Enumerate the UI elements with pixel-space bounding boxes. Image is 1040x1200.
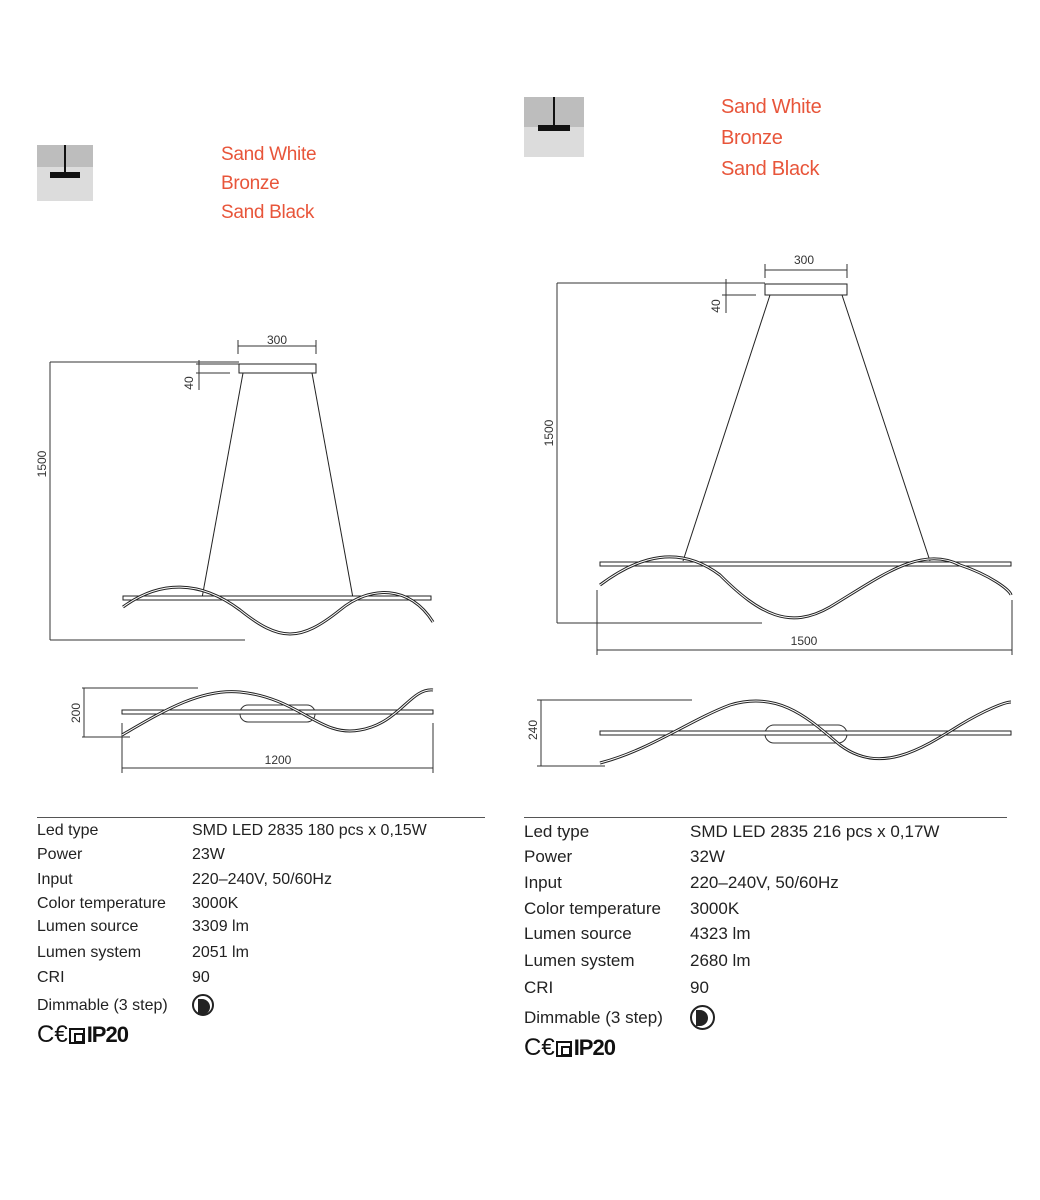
spec-value: 3000K xyxy=(690,899,740,918)
canopy-height-dimension: 40 xyxy=(709,299,723,313)
dimmable-icon xyxy=(690,1005,715,1030)
spec-value: 3000K xyxy=(192,895,239,912)
spec-value: 220–240V, 50/60Hz xyxy=(192,871,332,888)
spec-label: CRI xyxy=(524,978,554,997)
spec-value: 4323 lm xyxy=(690,924,751,943)
spec-value: 32W xyxy=(690,847,725,866)
spec-label: Lumen source xyxy=(524,924,632,943)
height-dimension: 1500 xyxy=(542,419,556,446)
color-option: Sand Black xyxy=(221,202,315,223)
spec-label: Led type xyxy=(524,822,590,841)
spec-value: 23W xyxy=(192,846,225,863)
spec-label: Lumen source xyxy=(37,918,139,935)
top-view-drawing: 200 1200 xyxy=(69,687,434,773)
canopy-dimension: 300 xyxy=(267,333,287,347)
color-option: Sand White xyxy=(721,96,822,118)
dimmable-icon xyxy=(192,994,214,1016)
spec-label: Led type xyxy=(37,822,99,839)
pendant-mount-icon xyxy=(524,97,584,157)
color-option: Sand White xyxy=(221,144,317,165)
pendant-mount-icon xyxy=(37,145,93,201)
color-option: Sand Black xyxy=(721,158,820,180)
spec-divider xyxy=(37,817,485,818)
spec-label: Power xyxy=(37,846,83,863)
color-option: Bronze xyxy=(721,127,783,149)
spec-value: SMD LED 2835 216 pcs x 0,17W xyxy=(690,822,940,841)
length-dimension: 1200 xyxy=(265,753,292,767)
front-elevation-drawing: 300 40 1500 xyxy=(35,333,435,641)
height-dimension: 1500 xyxy=(35,450,49,477)
spec-label: CRI xyxy=(37,969,65,986)
spec-value: SMD LED 2835 180 pcs x 0,15W xyxy=(192,822,427,839)
color-option: Bronze xyxy=(221,173,280,194)
spec-value: 220–240V, 50/60Hz xyxy=(690,873,839,892)
spec-label: Color temperature xyxy=(37,895,166,912)
spec-table: Led type SMD LED 2835 216 pcs x 0,17W Pow… xyxy=(524,822,1004,1042)
certification-marks: C € IP20 xyxy=(524,1034,616,1062)
top-view-drawing: 240 xyxy=(526,699,1012,767)
spec-label: Lumen system xyxy=(524,951,635,970)
color-options: Sand White Bronze Sand Black xyxy=(221,140,317,227)
ip-rating: IP20 xyxy=(86,1022,129,1047)
ce-mark-icon: C € xyxy=(37,1021,68,1048)
spec-value: 2051 lm xyxy=(192,944,249,961)
certification-marks: C € IP20 xyxy=(37,1021,129,1049)
width-dimension: 1500 xyxy=(791,634,818,648)
ce-mark-icon: C € xyxy=(524,1034,555,1061)
spec-value: 3309 lm xyxy=(192,918,249,935)
class-ii-icon xyxy=(555,1041,572,1057)
spec-value: 90 xyxy=(690,978,709,997)
depth-dimension: 200 xyxy=(69,703,83,723)
spec-label: Lumen system xyxy=(37,944,142,961)
ip-rating: IP20 xyxy=(573,1035,616,1060)
spec-label: Dimmable (3 step) xyxy=(37,997,168,1014)
spec-label: Input xyxy=(37,871,73,888)
spec-value: 90 xyxy=(192,969,210,986)
spec-label: Power xyxy=(524,847,573,866)
spec-label: Color temperature xyxy=(524,899,662,918)
spec-table: Led type SMD LED 2835 180 pcs x 0,15W Pow… xyxy=(37,822,487,1062)
front-elevation-drawing: 300 40 1500 1500 xyxy=(542,253,1013,655)
class-ii-icon xyxy=(68,1028,85,1044)
canopy-dimension: 300 xyxy=(794,253,814,267)
color-options: Sand White Bronze Sand Black xyxy=(721,92,822,185)
depth-dimension: 240 xyxy=(526,720,540,740)
spec-divider xyxy=(524,817,1007,818)
spec-value: 2680 lm xyxy=(690,951,751,970)
spec-label: Dimmable (3 step) xyxy=(524,1008,663,1027)
spec-label: Input xyxy=(524,873,562,892)
canopy-height-dimension: 40 xyxy=(182,376,196,390)
